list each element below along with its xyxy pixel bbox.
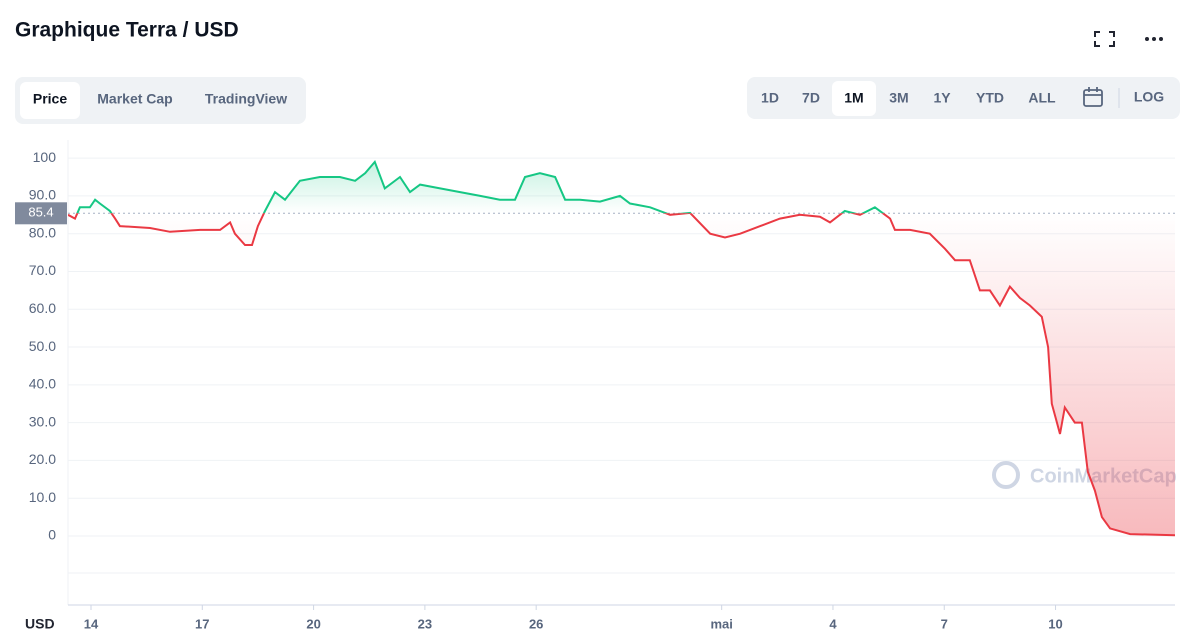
y-tick-label: 80.0 (29, 224, 56, 240)
tab[interactable]: Price (33, 91, 67, 107)
range-button[interactable]: ALL (1028, 90, 1056, 106)
x-tick-label: 14 (84, 616, 99, 631)
range-button[interactable]: 1M (844, 90, 863, 106)
tab[interactable]: TradingView (205, 91, 287, 107)
log-button[interactable]: LOG (1134, 89, 1164, 105)
more-icon[interactable] (1145, 37, 1163, 41)
tab-active-bg (20, 82, 80, 119)
x-tick-label: 26 (529, 616, 543, 631)
fullscreen-icon[interactable] (1094, 31, 1115, 47)
watermark-logo (992, 461, 1020, 489)
range-button[interactable]: 1D (761, 90, 779, 106)
tab-bar (15, 77, 306, 124)
x-tick-label: 17 (195, 616, 209, 631)
range-active-bg (832, 81, 876, 116)
y-tick-label: 50.0 (29, 338, 56, 354)
price-tag (15, 202, 67, 225)
y-tick-label: 0 (48, 527, 56, 543)
chart-title: Graphique Terra / USD (15, 19, 239, 42)
range-button[interactable]: 7D (802, 90, 820, 106)
calendar-icon[interactable] (1083, 87, 1103, 107)
x-tick-label: 4 (829, 616, 837, 631)
y-tick-label: 20.0 (29, 451, 56, 467)
x-tick-label: 20 (306, 616, 320, 631)
x-tick-label: 7 (941, 616, 948, 631)
price-line-up (76, 159, 885, 214)
area-fill-up (68, 161, 1175, 214)
price-line-down (68, 213, 1175, 537)
y-tick-label: 60.0 (29, 300, 56, 316)
currency-label: USD (25, 616, 55, 632)
tab[interactable]: Market Cap (97, 91, 172, 107)
area-fill-down (68, 213, 1175, 536)
y-tick-label: 10.0 (29, 489, 56, 505)
range-button[interactable]: YTD (976, 90, 1004, 106)
x-tick-label: mai (710, 616, 732, 631)
price-tag-label: 85.4 (28, 205, 53, 220)
y-tick-label: 40.0 (29, 376, 56, 392)
y-tick-label: 90.0 (29, 187, 56, 203)
range-button[interactable]: 1Y (933, 90, 951, 106)
y-tick-label: 30.0 (29, 413, 56, 429)
y-tick-label: 70.0 (29, 262, 56, 278)
x-tick-label: 10 (1048, 616, 1062, 631)
range-button[interactable]: 3M (889, 90, 908, 106)
y-tick-label: 100 (33, 149, 57, 165)
x-tick-label: 23 (418, 616, 432, 631)
